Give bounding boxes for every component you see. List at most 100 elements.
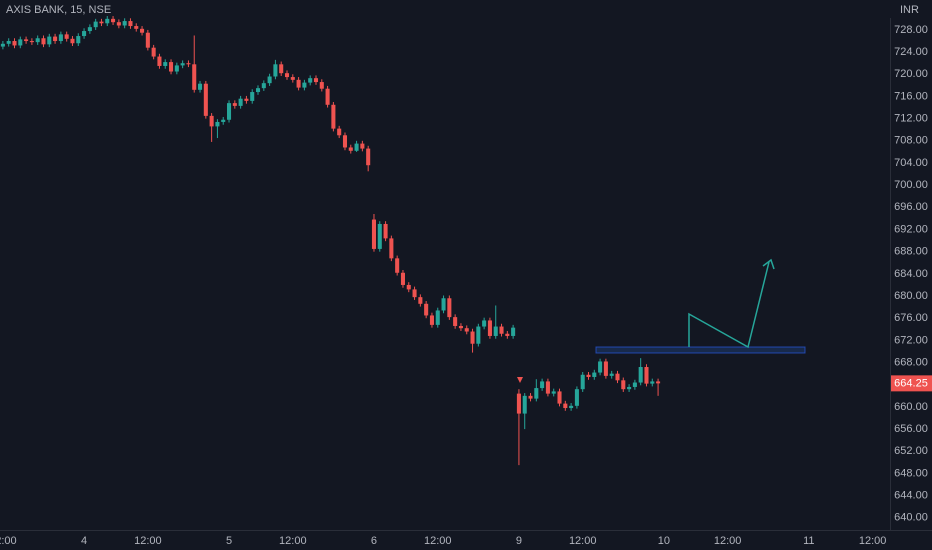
candle-body <box>598 361 603 373</box>
y-tick-label: 676.00 <box>894 312 928 324</box>
x-tick-label: 6 <box>371 535 377 547</box>
candle-body <box>424 303 429 316</box>
candle-body <box>505 333 510 336</box>
candle-body <box>273 64 278 77</box>
candle-body <box>296 79 301 88</box>
candle-body <box>592 372 597 377</box>
candle-body <box>644 367 649 384</box>
candle-body <box>76 36 81 44</box>
candle-body <box>429 315 434 325</box>
candle-body <box>499 326 504 334</box>
candle-body <box>157 56 162 66</box>
candle-body <box>215 121 220 127</box>
candle-body <box>209 115 214 127</box>
candle-body <box>99 21 104 24</box>
x-tick-label: 12:00 <box>714 535 742 547</box>
y-tick-label: 720.00 <box>894 68 928 80</box>
candle-body <box>540 381 545 389</box>
candle-body <box>47 36 52 45</box>
candle-body <box>511 327 516 336</box>
candle-body <box>232 103 237 106</box>
y-tick-label: 648.00 <box>894 467 928 479</box>
y-tick-label: 684.00 <box>894 268 928 280</box>
candle-body <box>406 284 411 290</box>
x-tick-label: 12:00 <box>0 535 17 547</box>
candle-body <box>482 320 487 327</box>
candle-body <box>93 21 98 28</box>
x-tick-label: 12:00 <box>134 535 162 547</box>
y-tick-label: 668.00 <box>894 356 928 368</box>
candle-body <box>453 317 458 326</box>
candle-body <box>650 381 655 384</box>
y-tick-label: 656.00 <box>894 423 928 435</box>
candle-body <box>627 386 632 390</box>
candle-body <box>360 143 365 149</box>
candle-body <box>603 361 608 376</box>
plot-area <box>0 16 661 466</box>
projection-arrow <box>688 261 770 349</box>
candle-body <box>58 34 63 42</box>
candle-body <box>24 39 29 42</box>
candle-body <box>116 22 121 26</box>
candle-body <box>377 223 382 249</box>
candle-body <box>53 36 58 42</box>
zone-box <box>595 346 806 354</box>
candle-body <box>487 320 492 336</box>
candle-body <box>609 373 614 376</box>
candle-body <box>261 83 266 89</box>
candle-body <box>331 104 336 129</box>
last-price-box <box>891 375 932 392</box>
candle-body <box>389 238 394 259</box>
y-tick-label: 712.00 <box>894 113 928 125</box>
y-tick-label: 724.00 <box>894 46 928 58</box>
candle-body <box>18 39 23 46</box>
candle-body <box>12 41 17 46</box>
candle-body <box>325 88 330 105</box>
candle-body <box>534 388 539 399</box>
y-tick-label: 652.00 <box>894 445 928 457</box>
candle-body <box>35 38 40 43</box>
arrow-head <box>762 258 775 270</box>
candle-body <box>337 128 342 136</box>
candle-body <box>418 297 423 304</box>
y-tick-label: 640.00 <box>894 512 928 524</box>
y-tick-label: 700.00 <box>894 179 928 191</box>
candle-body <box>319 82 324 89</box>
axes: 640.00 644.00 648.00 652.00 656.00 660.00 664.… <box>0 24 932 547</box>
x-tick-label: 12:00 <box>424 535 452 547</box>
candle-body <box>574 389 579 406</box>
candle-body <box>6 41 11 44</box>
candle-body <box>342 135 348 148</box>
candle-body <box>632 382 637 387</box>
candle-body <box>308 78 313 83</box>
candle-body <box>528 395 533 399</box>
candle-body <box>151 47 156 57</box>
y-tick-label: 716.00 <box>894 90 928 102</box>
candle-body <box>615 373 620 381</box>
candle-body <box>238 98 243 106</box>
candle-body <box>656 381 661 384</box>
y-tick-label: 692.00 <box>894 223 928 235</box>
candle-body <box>441 298 446 311</box>
y-tick-label: 644.00 <box>894 490 928 502</box>
candle-body <box>29 41 34 43</box>
x-tick-label: 11 <box>803 535 814 547</box>
x-tick-label: 4 <box>81 535 87 547</box>
y-tick-label: 672.00 <box>894 334 928 346</box>
candle-body <box>464 328 469 332</box>
candle-body <box>290 77 295 80</box>
candle-body <box>186 63 191 65</box>
candle-body <box>145 32 150 48</box>
marker <box>517 377 523 383</box>
candle-body <box>395 258 400 273</box>
candle-body <box>192 64 197 90</box>
x-tick-label: 12:00 <box>569 535 597 547</box>
x-tick-label: 12:00 <box>859 535 887 547</box>
candle-body <box>563 403 568 409</box>
last-price-label: 664.25 <box>894 377 928 389</box>
candle-body <box>250 92 255 101</box>
chart-title: AXIS BANK, 15, NSE <box>6 4 111 16</box>
candle-body <box>516 393 521 414</box>
candle-body <box>64 34 69 39</box>
